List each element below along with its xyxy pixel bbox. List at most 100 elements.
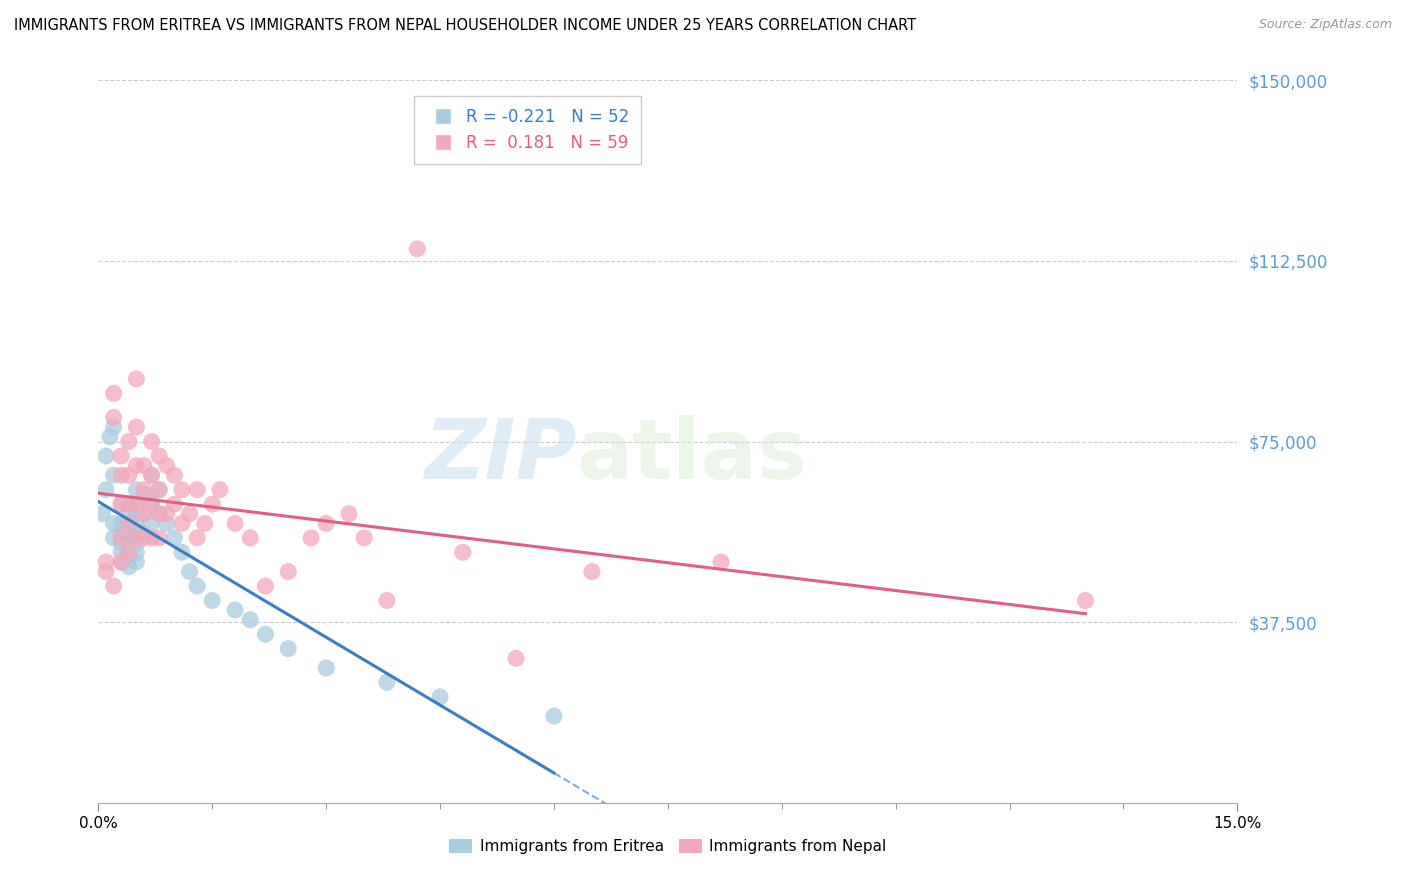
Point: [201, 593, 224, 607]
Point: [201, 497, 224, 511]
Point: [118, 559, 141, 574]
Point: [132, 531, 155, 545]
Point: [125, 507, 148, 521]
Point: [186, 579, 208, 593]
Point: [103, 579, 125, 593]
Point: [125, 497, 148, 511]
Point: [315, 661, 337, 675]
Point: [118, 531, 141, 545]
Point: [103, 531, 125, 545]
Point: [125, 483, 148, 497]
Point: [208, 483, 231, 497]
Point: [406, 242, 429, 256]
Point: [148, 507, 170, 521]
Point: [224, 603, 246, 617]
Point: [125, 420, 148, 434]
Point: [315, 516, 337, 531]
Point: [118, 550, 141, 565]
Point: [239, 531, 262, 545]
Point: [110, 545, 132, 559]
Point: [94, 449, 117, 463]
Point: [118, 526, 141, 541]
Point: [543, 709, 565, 723]
Point: [156, 458, 179, 473]
Point: [94, 555, 117, 569]
Point: [125, 526, 148, 541]
Point: [94, 565, 117, 579]
Point: [141, 531, 163, 545]
Text: IMMIGRANTS FROM ERITREA VS IMMIGRANTS FROM NEPAL HOUSEHOLDER INCOME UNDER 25 YEA: IMMIGRANTS FROM ERITREA VS IMMIGRANTS FR…: [14, 18, 917, 33]
Point: [118, 507, 141, 521]
Point: [125, 497, 148, 511]
Point: [110, 526, 132, 541]
Point: [353, 531, 375, 545]
Point: [254, 627, 277, 641]
Point: [375, 593, 398, 607]
Point: [163, 468, 186, 483]
Point: [125, 458, 148, 473]
Point: [125, 535, 148, 549]
Point: [98, 430, 121, 444]
Point: [254, 579, 277, 593]
Point: [110, 468, 132, 483]
Point: [163, 531, 186, 545]
Point: [148, 483, 170, 497]
Point: [156, 516, 179, 531]
Point: [118, 541, 141, 555]
Point: [141, 516, 163, 531]
Point: [156, 507, 179, 521]
Point: [132, 526, 155, 541]
Point: [451, 545, 474, 559]
Point: [148, 531, 170, 545]
Text: Source: ZipAtlas.com: Source: ZipAtlas.com: [1258, 18, 1392, 31]
Point: [141, 497, 163, 511]
Point: [179, 507, 201, 521]
Point: [118, 516, 141, 531]
Point: [125, 516, 148, 531]
Point: [1074, 593, 1097, 607]
Point: [299, 531, 322, 545]
Point: [141, 434, 163, 449]
Point: [581, 565, 603, 579]
Point: [103, 468, 125, 483]
Point: [110, 531, 132, 545]
Point: [239, 613, 262, 627]
Point: [118, 497, 141, 511]
Point: [141, 468, 163, 483]
Point: [110, 555, 132, 569]
Point: [141, 497, 163, 511]
Point: [125, 545, 148, 559]
Point: [375, 675, 398, 690]
Text: ZIP: ZIP: [425, 416, 576, 497]
Point: [94, 483, 117, 497]
Point: [118, 545, 141, 559]
Point: [163, 497, 186, 511]
Point: [132, 458, 155, 473]
Point: [337, 507, 360, 521]
Point: [132, 507, 155, 521]
Point: [118, 468, 141, 483]
Point: [110, 497, 132, 511]
Point: [148, 449, 170, 463]
Point: [170, 545, 193, 559]
Point: [91, 507, 114, 521]
Point: [103, 410, 125, 425]
Point: [110, 535, 132, 549]
Point: [170, 483, 193, 497]
Point: [429, 690, 451, 704]
Point: [505, 651, 527, 665]
Point: [179, 565, 201, 579]
Point: [710, 555, 733, 569]
Point: [194, 516, 217, 531]
Point: [141, 468, 163, 483]
Point: [118, 434, 141, 449]
Point: [148, 507, 170, 521]
Text: atlas: atlas: [576, 416, 807, 497]
Point: [132, 487, 155, 501]
Point: [110, 449, 132, 463]
Point: [118, 516, 141, 531]
Point: [125, 531, 148, 545]
Point: [186, 483, 208, 497]
Point: [132, 483, 155, 497]
Legend: Immigrants from Eritrea, Immigrants from Nepal: Immigrants from Eritrea, Immigrants from…: [443, 833, 893, 860]
